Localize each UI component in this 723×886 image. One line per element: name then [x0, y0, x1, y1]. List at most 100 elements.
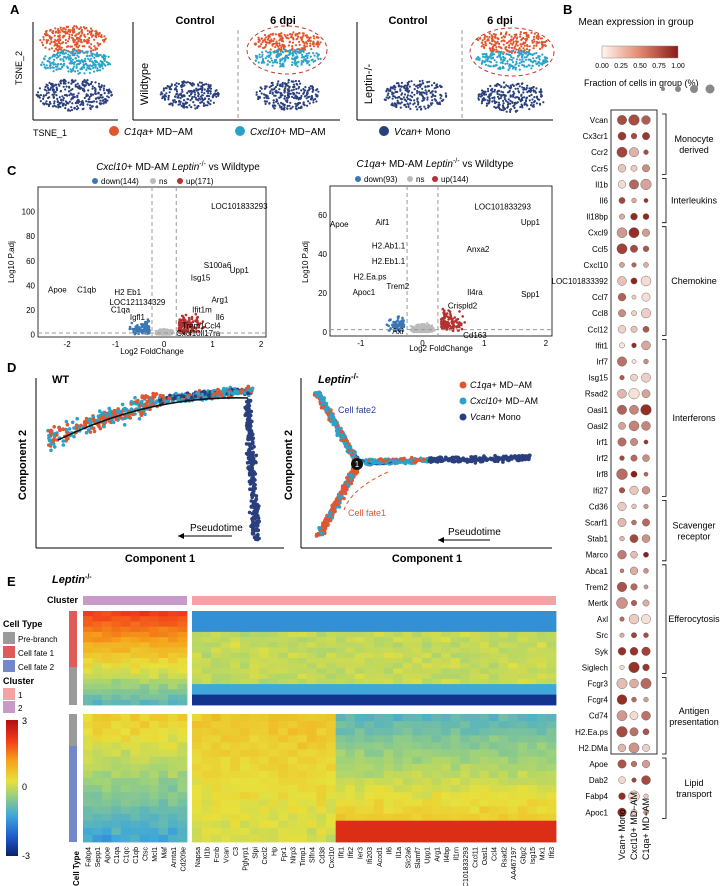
left-ns-label: ns: [159, 177, 167, 186]
leptin-label-a: Leptin-/-: [363, 63, 375, 104]
svg-text:60: 60: [26, 257, 35, 266]
cell-fate2-label: Cell fate2: [338, 405, 376, 415]
svg-text:Crispld2: Crispld2: [448, 302, 478, 311]
d-legend-dot-vcan: [459, 413, 467, 421]
leptin-highlight-ellipse: [469, 27, 555, 77]
panel-label-c: C: [7, 163, 17, 178]
left-up-count: up(171): [186, 177, 214, 186]
svg-text:40: 40: [26, 281, 35, 290]
right-ns-label: ns: [416, 175, 424, 184]
d-left-comp2: Component 2: [17, 430, 29, 500]
svg-text:0: 0: [323, 328, 328, 337]
volcano-left-title: Cxcl10+ MD-AM Leptin-/- vs Wildtype: [96, 161, 260, 173]
svg-text:Igfl1: Igfl1: [130, 313, 146, 322]
cluster-legend: 12: [3, 688, 23, 713]
panel-label-e: E: [7, 574, 16, 589]
trajectory-leptin: [312, 390, 532, 538]
panel-d: WT Component 2 Component 1 Pseudotime Le…: [17, 372, 552, 565]
celltype-axis-label: Cell Type: [72, 850, 81, 886]
svg-text:Apoe: Apoe: [330, 220, 349, 229]
svg-text:LOC101833293: LOC101833293: [211, 202, 268, 211]
svg-text:S100a6: S100a6: [204, 261, 232, 270]
right-down-count: down(93): [364, 175, 398, 184]
tsne1-label: TSNE_1: [33, 128, 67, 138]
trajectory-wt: [46, 384, 262, 542]
wt-highlight-ellipse: [246, 25, 328, 75]
volcano-right-points: Apoe Aif1 LOC101833293 Upp1 Anxa2 H2.Ab1.1 H2.…: [330, 202, 541, 340]
panel-label-a: A: [10, 2, 20, 17]
svg-text:0: 0: [31, 331, 36, 340]
volcano-left-ylabel: Log10 P.adj: [7, 241, 16, 283]
fraction-label: Fraction of cells in group (%): [584, 78, 699, 88]
volcano-left-xlabel: Log2 FoldChange: [120, 347, 184, 356]
dpi-label-1: 6 dpi: [270, 15, 296, 27]
scale-min: -3: [22, 851, 30, 861]
volcano-left-points: LOC101833293S100a6Upp1Isg15Arg1Ifit1mIl6…: [48, 202, 268, 338]
branch-label: 1: [355, 460, 360, 469]
dotplot: VcanCx3cr1Ccr2Ccr5MonocytederivedIl1bIl6…: [552, 113, 720, 860]
svg-text:Ifit1m: Ifit1m: [192, 305, 212, 314]
panel-a: TSNE_2 TSNE_1 Control 6 dpi Wildtype Con…: [14, 15, 555, 138]
svg-text:Il4ra: Il4ra: [467, 288, 483, 297]
legend-dot-c1qa-a: [109, 126, 119, 136]
svg-text:100: 100: [22, 208, 36, 217]
tsne-leptin-control: [383, 79, 448, 111]
d-left-pseudotime: Pseudotime: [190, 523, 243, 534]
volcano-right-xlabel: Log2 FoldChange: [409, 344, 473, 353]
d-legend-cxcl10: Cxcl10+ MD−AM: [470, 396, 538, 406]
heatmap: [83, 611, 557, 843]
svg-text:2: 2: [259, 340, 264, 349]
tsne-main-scatter: [35, 25, 113, 112]
legend-c1qa-a: C1qa+ MD−AM: [124, 127, 193, 138]
svg-text:60: 60: [318, 211, 327, 220]
svg-text:2: 2: [544, 339, 549, 348]
svg-text:H2.Ea.ps: H2.Ea.ps: [354, 273, 387, 282]
d-legend-vcan: Vcan+ Mono: [470, 412, 521, 422]
svg-text:-1: -1: [357, 339, 365, 348]
cluster-bar-1: [192, 596, 556, 605]
svg-text:-1: -1: [112, 340, 120, 349]
svg-text:Anxa2: Anxa2: [467, 245, 490, 254]
control-label-1: Control: [175, 15, 214, 27]
panel-b: Mean expression in group 0.00 0.25 0.50 0.7…: [552, 17, 721, 860]
svg-text:Il17ra: Il17ra: [200, 329, 221, 338]
svg-text:C1qb: C1qb: [77, 286, 97, 295]
svg-text:20: 20: [318, 289, 327, 298]
d-right-pseudotime: Pseudotime: [448, 527, 501, 538]
branch-point: [351, 458, 363, 470]
svg-text:40: 40: [318, 250, 327, 259]
d-legend-c1qa: C1qa+ MD−AM: [470, 380, 532, 390]
svg-text:20: 20: [26, 306, 35, 315]
svg-text:1: 1: [482, 339, 487, 348]
tsne-leptin-6dpi: [475, 30, 549, 113]
svg-text:Trem2: Trem2: [386, 282, 409, 291]
svg-text:Spp1: Spp1: [521, 290, 540, 299]
d-left-comp1: Component 1: [125, 553, 195, 565]
svg-text:C1qa: C1qa: [111, 305, 131, 314]
svg-text:Isg15: Isg15: [191, 273, 211, 282]
legend-dot-cxcl10-a: [235, 126, 245, 136]
svg-text:H2.Eb1.1: H2.Eb1.1: [372, 257, 406, 266]
d-right-comp2: Component 2: [283, 430, 295, 500]
panel-e: Leptin-/- Cluster Cell Type Pre-branchCe…: [3, 574, 557, 886]
mean-expression-scale: 0.00 0.25 0.50 0.75 1.00: [595, 63, 685, 70]
wt-label: WT: [52, 374, 69, 386]
scale-max: 3: [22, 716, 27, 726]
heatmap-scale-bar: [6, 720, 18, 856]
legend-cxcl10-a: Cxcl10+ MD−AM: [250, 127, 326, 138]
svg-text:Apoe: Apoe: [48, 286, 67, 295]
tsne-wildtype-control: [159, 80, 220, 110]
svg-text:-2: -2: [64, 340, 72, 349]
cluster-legend-title: Cluster: [3, 676, 35, 686]
cluster-bar-2: [83, 596, 187, 605]
mean-expression-title: Mean expression in group: [578, 17, 694, 28]
leptin-e-label: Leptin-/-: [52, 574, 92, 586]
svg-text:Upp1: Upp1: [521, 218, 541, 227]
d-legend-dot-cxcl10: [459, 397, 467, 405]
svg-text:LOC101833293: LOC101833293: [474, 202, 531, 211]
svg-text:1: 1: [210, 340, 215, 349]
